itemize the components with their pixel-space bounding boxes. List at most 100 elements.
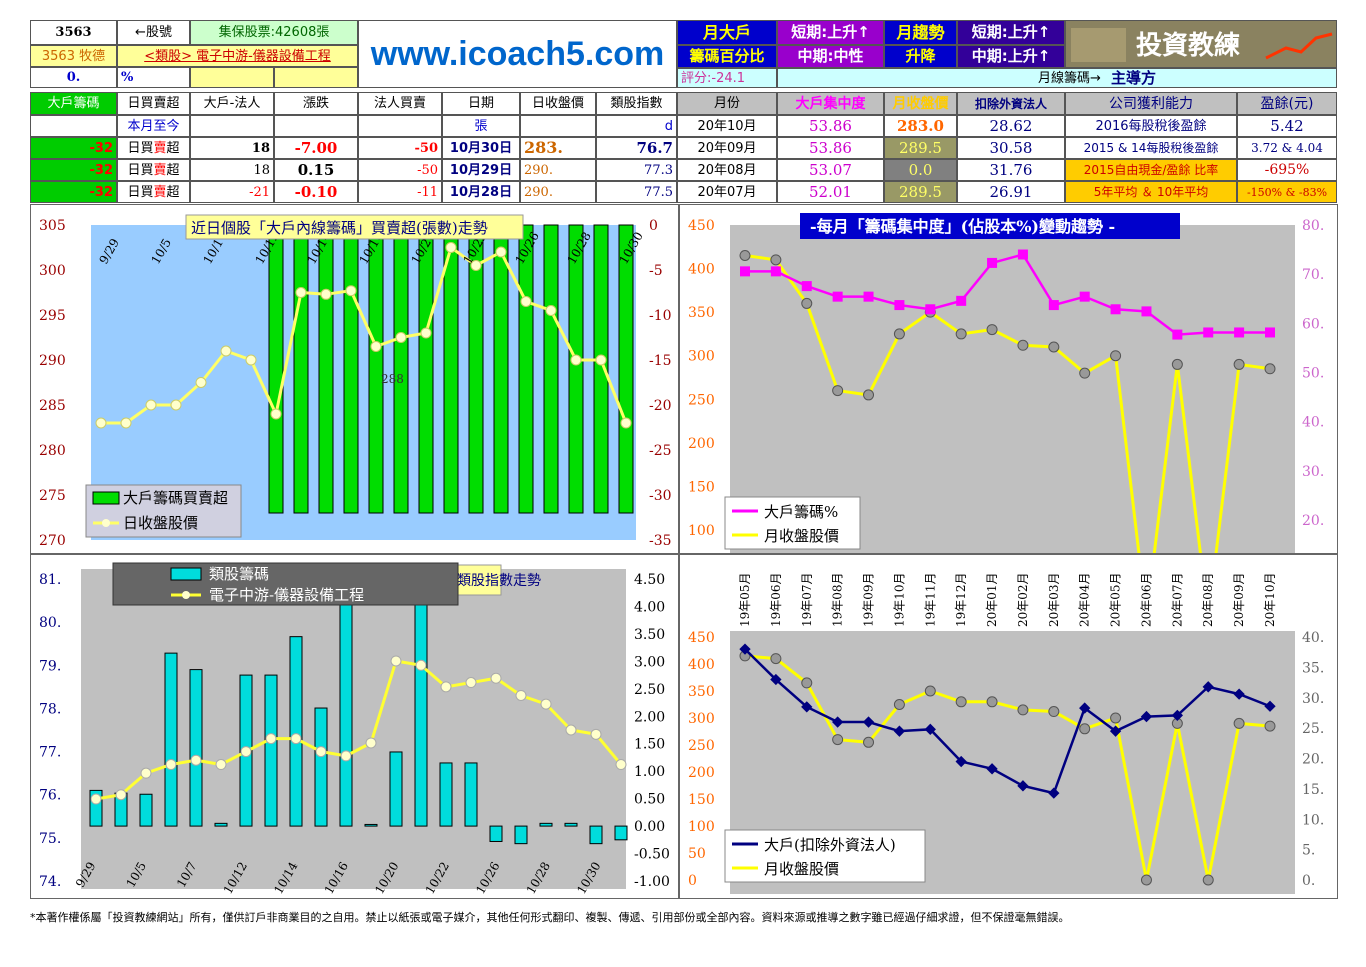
index-point — [415, 659, 427, 671]
big-holder-point — [893, 725, 906, 737]
bar — [389, 751, 403, 827]
left-axis-tick-label: 81. — [39, 572, 61, 588]
price-point — [770, 254, 782, 266]
legend-label-price: 月收盤股價 — [764, 860, 839, 878]
m-row2-desc: 2015 & 14每股稅後盈餘 — [1065, 137, 1237, 159]
price-point — [893, 328, 905, 340]
right-axis-tick-label: 15. — [1302, 782, 1324, 798]
price-point — [195, 377, 207, 388]
bar — [368, 224, 384, 514]
row2-inst: -50 — [358, 159, 442, 181]
concentration-point — [1079, 291, 1090, 302]
row3-change: -0.10 — [274, 181, 358, 203]
index-point — [515, 689, 527, 701]
left-axis-tick-label: 300 — [688, 711, 715, 727]
row3-close: 290. — [520, 181, 596, 203]
price-point — [395, 332, 407, 343]
price-point — [1110, 712, 1122, 724]
sector-name[interactable]: <類股> 電子中游-儀器設備工程 — [117, 45, 358, 67]
right-axis-tick-label: -30 — [649, 488, 672, 504]
price-point — [955, 328, 967, 340]
left-axis-tick-label: 300 — [688, 349, 715, 365]
bar — [539, 822, 553, 827]
concentration-point — [894, 300, 905, 311]
col-month-close: 月收盤價 — [884, 92, 957, 115]
price-point — [445, 242, 457, 253]
bar — [268, 224, 284, 514]
legend-label-bar: 類股籌碼 — [209, 565, 269, 583]
left-axis-tick-label: 200 — [688, 436, 715, 452]
right-axis-tick-label: -20 — [649, 398, 672, 414]
row1-label: 日買賣超 — [117, 137, 190, 159]
row3-idx: 77.5 — [596, 181, 677, 203]
index-point — [590, 728, 602, 740]
m-row2-val: 3.72 & 4.04 — [1237, 137, 1337, 159]
m-row3-desc: 2015自由現金/盈餘 比率 — [1065, 159, 1237, 181]
price-point — [1264, 720, 1276, 732]
m-row3-conc: 53.07 — [777, 159, 884, 181]
right-axis-tick-label: 30. — [1302, 691, 1324, 707]
col-date: 日期 — [442, 92, 520, 115]
index-point — [315, 746, 327, 758]
bar — [439, 762, 453, 827]
row2-big: -32 — [30, 159, 117, 181]
up-down-label: 升降 — [884, 45, 957, 68]
row1-inst: -50 — [358, 137, 442, 159]
col-inst-trade: 法人買賣 — [358, 92, 442, 115]
right-axis-tick-label: 0.50 — [634, 792, 665, 808]
concentration-point — [1048, 300, 1059, 311]
left-axis-tick-label: 76. — [39, 788, 61, 804]
month-to-date: 本月至今 — [117, 115, 190, 137]
chart-sector-chips-svg: 81. 80. 79. 78. 77. 76. 75. 74. 4.50 4.00 3.50 3.00… — [39, 562, 670, 896]
left-axis-tick-label: 450 — [688, 218, 715, 234]
sub-blank-4 — [358, 115, 442, 137]
m-row2-month: 20年09月 — [677, 137, 777, 159]
index-point — [615, 759, 627, 771]
price-point — [1140, 874, 1152, 886]
m-row2-conc: 53.86 — [777, 137, 884, 159]
x-axis-label: 20年06月 — [1139, 572, 1153, 627]
x-axis-label: 20年02月 — [1016, 572, 1030, 627]
m-row1-close: 283.0 — [884, 115, 957, 137]
index-point — [440, 681, 452, 693]
right-axis-tick-label: 40. — [1302, 415, 1324, 431]
row3-label-b: 賣 — [153, 184, 167, 200]
row2-label-b: 賣 — [153, 162, 167, 178]
bar — [493, 224, 509, 514]
site-url[interactable]: www.icoach5.com — [358, 20, 677, 88]
price-point — [145, 399, 157, 411]
col-change: 漲跌 — [274, 92, 358, 115]
x-axis-label: 19年08月 — [831, 572, 845, 627]
big-holder-point — [1017, 780, 1029, 792]
chart-title: 類股指數走勢 — [457, 573, 541, 589]
m-row1-exfor: 28.62 — [957, 115, 1065, 137]
sub-blank-3 — [274, 115, 358, 137]
x-axis-label: 19年11月 — [923, 572, 937, 627]
price-point — [520, 296, 532, 307]
title-box — [185, 214, 524, 240]
bar — [414, 592, 428, 827]
legend-label-big: 大戶(扣除外資法人) — [764, 836, 896, 854]
left-axis-tick-label: 78. — [39, 701, 61, 717]
left-axis-tick-label: 285 — [39, 398, 66, 414]
x-axis-label: 20年10月 — [1263, 572, 1277, 627]
stock-code: 3563 — [30, 20, 117, 45]
price-point — [370, 341, 382, 352]
bar — [164, 652, 178, 827]
left-axis-tick-label: 50 — [688, 846, 706, 862]
chart-ex-foreign-svg: 450 400 350 300 250 200 150 100 50 0 40. 35. 30. 25. 2… — [688, 572, 1324, 894]
row1-label-a: 日買 — [127, 140, 154, 156]
row3-label: 日買賣超 — [117, 181, 190, 203]
left-axis-tick-label: 250 — [688, 392, 715, 408]
chart-daily-chips-svg: 305 300 295 290 285 280 275 270 0 -5 -10 -15 -20 -25 -… — [39, 214, 672, 549]
left-axis-tick-label: 400 — [688, 262, 715, 278]
concentration-point — [1141, 306, 1152, 317]
left-axis-tick-label: 350 — [688, 305, 715, 321]
right-axis-tick-label: 1.50 — [634, 737, 665, 753]
x-axis-label: 19年10月 — [892, 572, 906, 627]
legend-swatch-bar — [170, 567, 202, 581]
right-axis-tick-label: -15 — [649, 353, 672, 369]
right-axis-tick-label: 0 — [649, 218, 658, 234]
right-axis-tick-label: 20. — [1302, 752, 1324, 768]
sub-blank-1 — [30, 115, 117, 137]
